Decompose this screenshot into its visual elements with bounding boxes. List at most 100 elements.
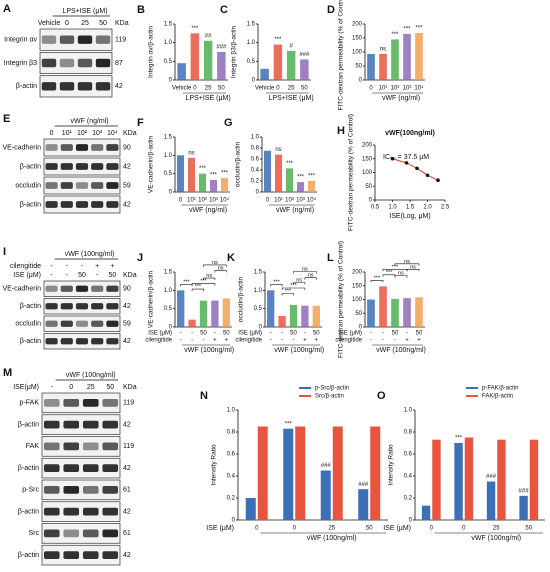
- y-tick-label: 1.0: [164, 40, 173, 46]
- blot-frame: [41, 523, 121, 544]
- row-name: occludin: [15, 182, 41, 189]
- x-row-label: -: [293, 338, 295, 344]
- panel-label: K: [227, 252, 235, 264]
- y-tick-label: 100: [362, 170, 373, 176]
- row-kda: 119: [123, 400, 134, 407]
- x-row-label: 50: [290, 331, 297, 337]
- panel-label: L: [327, 252, 334, 264]
- y-tick-label: 1.5: [164, 135, 173, 141]
- bar: [245, 498, 256, 520]
- row-kda: 42: [123, 303, 131, 310]
- lane-label: -: [50, 263, 53, 270]
- blot-band: [43, 551, 60, 560]
- y-tick-label: 1.0: [254, 288, 263, 294]
- significance: ###: [321, 463, 332, 469]
- x-row-label: -: [180, 331, 182, 337]
- row-kda: 42: [123, 508, 131, 515]
- bar: [367, 53, 375, 80]
- y-axis-label: FITC-dextran permeability (% of Control): [338, 241, 345, 358]
- blot-band: [95, 58, 111, 68]
- lane-label: 50: [106, 384, 114, 391]
- bracket: [270, 284, 283, 287]
- bracket-label: ***: [200, 279, 207, 285]
- significance: ***: [274, 37, 282, 43]
- y-tick-label: 0.5: [164, 306, 173, 312]
- significance: ***: [455, 436, 463, 442]
- point: [436, 178, 440, 182]
- x-row-label: -: [270, 338, 272, 344]
- blot-band: [102, 442, 119, 451]
- y-tick-label: 1.0: [247, 40, 256, 46]
- point: [404, 161, 409, 165]
- panel-label: B: [137, 4, 145, 16]
- blot-band: [75, 201, 89, 208]
- bar: [391, 298, 399, 327]
- blot-band: [41, 58, 57, 68]
- x-row-label: -: [191, 338, 193, 344]
- y-tick-label: 0.4: [227, 474, 236, 480]
- x-axis-label: vWF (ng/ml): [189, 207, 227, 214]
- row-kda: 119: [115, 37, 126, 44]
- blot-band: [75, 320, 89, 327]
- row-name: β-actin: [18, 508, 39, 515]
- significance: ***: [286, 161, 294, 167]
- significance: ***: [221, 171, 229, 177]
- lane-label: 10¹: [62, 130, 73, 137]
- row-name: β-actin: [18, 552, 39, 559]
- x-axis-label: vWF (100ng/ml): [471, 535, 521, 542]
- lane-label: -: [51, 384, 54, 391]
- y-tick-label: 0: [252, 78, 256, 84]
- bracket-label: ns: [206, 273, 212, 279]
- annotation: IC₅₀ = 37.5 μM: [383, 154, 429, 161]
- x-axis-label: vWF (ng/ml): [382, 95, 420, 102]
- blot-band: [91, 201, 104, 208]
- x-tick-label: 10²: [285, 198, 294, 204]
- lane-label: +: [110, 263, 114, 270]
- bracket-label: ns: [308, 273, 314, 279]
- row-kda: 42: [123, 465, 131, 472]
- significance: ***: [308, 174, 316, 180]
- bracket-label: ns: [404, 259, 410, 265]
- bar: [273, 44, 283, 80]
- x-tick-label: 10³: [403, 86, 412, 92]
- bar: [177, 290, 185, 327]
- blot-band: [106, 285, 119, 292]
- y-tick-label: 0.4: [251, 168, 260, 174]
- y-tick-label: 0: [256, 190, 260, 196]
- bar: [296, 182, 305, 192]
- x-row-label: +: [405, 338, 409, 344]
- blot-band: [91, 303, 104, 310]
- y-tick-label: 0.8: [227, 430, 236, 436]
- lane-label: 50: [109, 272, 117, 279]
- blot-band: [75, 163, 89, 170]
- bar: [278, 316, 286, 327]
- blot-band: [75, 144, 89, 151]
- bar: [519, 495, 528, 520]
- y-tick-label: 50: [355, 64, 362, 70]
- significance: ***: [191, 26, 199, 32]
- blot-band: [82, 507, 99, 516]
- x-tick-label: 10²: [391, 86, 400, 92]
- bar: [209, 179, 218, 192]
- y-axis-label: Intensity Ratio: [388, 444, 395, 486]
- x-row-label: +: [213, 338, 217, 344]
- blot-band: [106, 201, 119, 208]
- y-tick-label: 1.5: [247, 22, 256, 28]
- bar: [332, 426, 343, 520]
- x-row-label: -: [281, 331, 283, 337]
- y-tick-label: 0.8: [404, 430, 413, 436]
- legend-label: p-Src/β-actin: [315, 386, 349, 392]
- y-tick-label: 0: [359, 325, 363, 331]
- blot-band: [106, 320, 119, 327]
- bracket-label: ns: [398, 271, 404, 277]
- blot-band: [63, 398, 80, 407]
- blot-band: [106, 182, 119, 189]
- y-tick-label: 1.0: [164, 288, 173, 294]
- row-kda: 42: [123, 201, 131, 208]
- bar: [403, 33, 411, 80]
- bar: [497, 439, 506, 520]
- blot-band: [45, 201, 58, 208]
- x-tick-label: 0: [276, 86, 280, 92]
- bar: [285, 168, 294, 192]
